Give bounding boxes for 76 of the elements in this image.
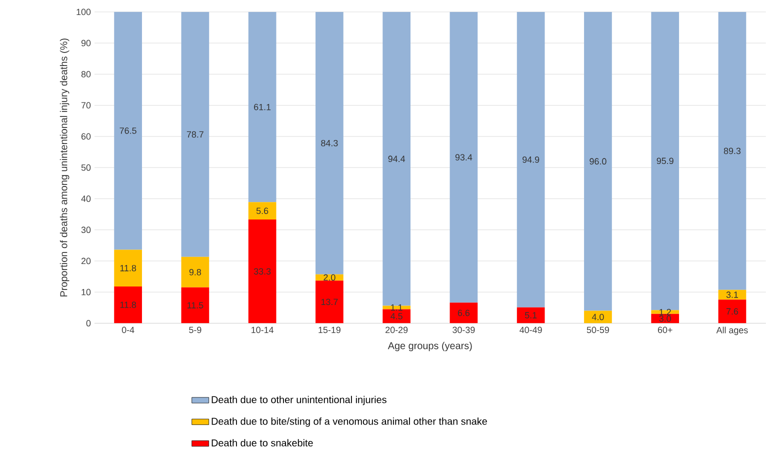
data-label: 94.9 xyxy=(522,156,540,163)
data-label: 3.1 xyxy=(726,291,738,298)
data-label: 11.8 xyxy=(120,264,136,272)
legend-label: Death due to bite/sting of a venomous animal other than snake xyxy=(212,417,487,427)
y-tick-label: 10 xyxy=(82,288,91,296)
data-label: 61.1 xyxy=(254,104,271,110)
data-label: 4.0 xyxy=(592,314,604,320)
y-tick-label: 50 xyxy=(81,164,91,171)
data-label: 3.0 xyxy=(659,315,671,322)
bar xyxy=(181,287,210,324)
data-label: 95.9 xyxy=(656,158,674,164)
data-label: 11.5 xyxy=(187,302,204,308)
bar xyxy=(248,219,276,324)
bar xyxy=(450,302,478,324)
data-label: 11.8 xyxy=(120,301,136,308)
bar xyxy=(584,310,612,324)
y-tick-label: 70 xyxy=(81,102,91,108)
bar xyxy=(516,307,545,324)
x-tick-label: 20-29 xyxy=(386,326,408,333)
y-tick-label: 0 xyxy=(86,320,91,326)
bar xyxy=(718,299,746,324)
bar xyxy=(382,12,410,306)
data-label: 89.3 xyxy=(724,148,741,154)
data-label: 76.5 xyxy=(120,127,136,134)
data-label: 33.3 xyxy=(254,268,271,274)
bar xyxy=(382,309,410,324)
x-tick-label: All ages xyxy=(716,326,748,335)
y-axis-title: Proportion of deaths among unintentional injury deaths (%) xyxy=(60,38,70,296)
bar xyxy=(114,12,142,250)
y-tick-label: 40 xyxy=(81,195,91,202)
legend-label: Death due to other unintentional injuries xyxy=(212,396,386,405)
x-tick-label: 5-9 xyxy=(189,326,202,333)
bar xyxy=(651,12,680,310)
data-label: 78.7 xyxy=(186,131,204,138)
data-label: 93.4 xyxy=(455,154,472,160)
bar xyxy=(181,12,210,257)
bar xyxy=(584,12,612,311)
data-label: 5.1 xyxy=(524,312,537,318)
bar xyxy=(248,12,276,202)
data-label: 9.8 xyxy=(189,268,202,276)
x-tick-label: 15-19 xyxy=(318,326,340,333)
data-label: 13.7 xyxy=(321,298,338,305)
data-label: 96.0 xyxy=(590,158,606,164)
x-tick-label: 30-39 xyxy=(452,326,475,333)
bar xyxy=(316,12,344,274)
x-axis-title: Age groups (years) xyxy=(388,342,472,351)
bar xyxy=(516,12,545,308)
y-tick-label: 90 xyxy=(81,40,91,46)
bar xyxy=(450,12,478,302)
x-tick-label: 60+ xyxy=(658,326,672,333)
y-tick-label: 20 xyxy=(81,258,91,264)
legend-label: Death due to snakebite xyxy=(212,438,313,446)
y-tick-label: 100 xyxy=(76,8,91,15)
x-tick-label: 40-49 xyxy=(520,326,542,333)
bar xyxy=(316,280,344,324)
data-label: 1.2 xyxy=(660,308,671,315)
x-tick-label: 0-4 xyxy=(122,326,134,333)
bar xyxy=(718,12,746,290)
bar xyxy=(114,250,142,286)
bar xyxy=(248,202,276,220)
data-label: 2.0 xyxy=(324,274,336,280)
data-label: 6.6 xyxy=(458,310,470,316)
bar xyxy=(114,286,142,324)
y-tick-label: 60 xyxy=(81,133,91,140)
y-tick-label: 80 xyxy=(81,70,91,78)
data-label: 94.4 xyxy=(388,155,406,162)
x-tick-label: 50-59 xyxy=(586,326,609,333)
data-label: 84.3 xyxy=(321,140,338,146)
data-label: 7.6 xyxy=(726,308,738,314)
y-tick-label: 30 xyxy=(81,226,91,233)
bar xyxy=(651,310,680,314)
data-label: 4.5 xyxy=(390,312,402,320)
data-label: 1.1 xyxy=(391,304,402,310)
x-tick-label: 10-14 xyxy=(252,326,274,333)
data-label: 5.6 xyxy=(256,207,268,214)
bar xyxy=(181,256,210,288)
